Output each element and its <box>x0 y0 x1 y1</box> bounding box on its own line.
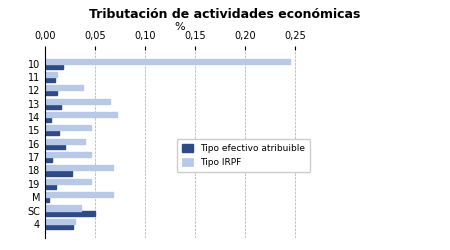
Bar <box>45 144 65 149</box>
Bar <box>45 219 75 224</box>
Bar <box>45 210 95 216</box>
Bar <box>45 152 91 157</box>
Bar <box>45 170 72 175</box>
Bar <box>45 206 81 210</box>
Bar <box>45 77 55 82</box>
Bar <box>45 90 57 96</box>
Bar <box>45 130 59 136</box>
Bar <box>45 184 56 189</box>
Legend: Tipo efectivo atribuible, Tipo IRPF: Tipo efectivo atribuible, Tipo IRPF <box>176 139 310 172</box>
Bar <box>45 166 113 170</box>
Bar <box>45 58 290 64</box>
Bar <box>45 224 73 229</box>
Bar <box>45 139 85 144</box>
Bar <box>45 197 49 202</box>
Bar <box>45 72 57 77</box>
Bar <box>45 179 91 184</box>
X-axis label: %: % <box>175 22 185 32</box>
Bar <box>45 112 117 117</box>
Text: Tributación de actividades económicas: Tributación de actividades económicas <box>89 8 361 20</box>
Bar <box>45 64 63 69</box>
Bar <box>45 157 52 162</box>
Bar <box>45 117 51 122</box>
Bar <box>45 85 83 90</box>
Bar <box>45 98 110 104</box>
Bar <box>45 125 91 130</box>
Bar <box>45 192 113 197</box>
Bar <box>45 104 61 109</box>
